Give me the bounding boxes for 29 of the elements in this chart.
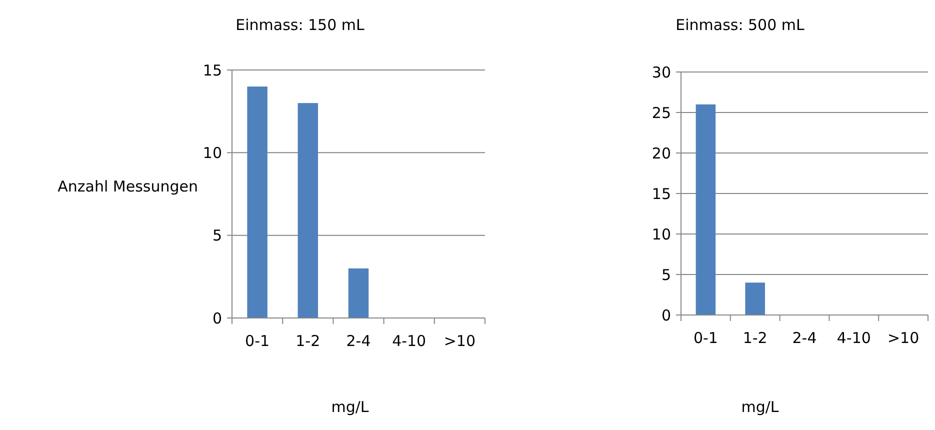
- x-tick-label: 1-2: [742, 329, 768, 347]
- bar: [298, 103, 318, 318]
- y-tick-label: 25: [652, 104, 671, 122]
- x-tick-label: 2-4: [792, 329, 817, 347]
- x-tick-label: >10: [444, 332, 476, 350]
- y-tick-label: 15: [202, 61, 222, 80]
- y-tick-label: 30: [652, 63, 671, 82]
- bar: [348, 268, 369, 318]
- x-axis-title: mg/L: [331, 398, 370, 416]
- x-tick-label: 4-10: [836, 329, 871, 347]
- y-tick-label: 10: [202, 144, 222, 162]
- x-tick-label: 0-1: [245, 332, 270, 350]
- y-tick-label: 0: [661, 306, 671, 324]
- x-tick-label: 1-2: [296, 332, 320, 350]
- y-tick-label: 15: [652, 184, 671, 203]
- y-axis-title: Anzahl Messungen: [58, 177, 198, 196]
- y-tick-label: 20: [652, 144, 671, 162]
- y-tick-label: 5: [212, 226, 222, 245]
- x-tick-label: 4-10: [392, 332, 426, 350]
- y-tick-label: 10: [652, 225, 671, 244]
- x-tick-label: 0-1: [693, 329, 718, 347]
- y-tick-label: 0: [212, 309, 222, 328]
- x-axis-title: mg/L: [741, 398, 780, 416]
- bar: [247, 86, 268, 318]
- x-tick-label: >10: [887, 329, 920, 347]
- y-tick-label: 5: [661, 266, 671, 284]
- x-tick-label: 2-4: [346, 332, 371, 350]
- chart-title: Einmass: 150 mL: [236, 16, 366, 34]
- chart-title: Einmass: 500 mL: [676, 16, 806, 34]
